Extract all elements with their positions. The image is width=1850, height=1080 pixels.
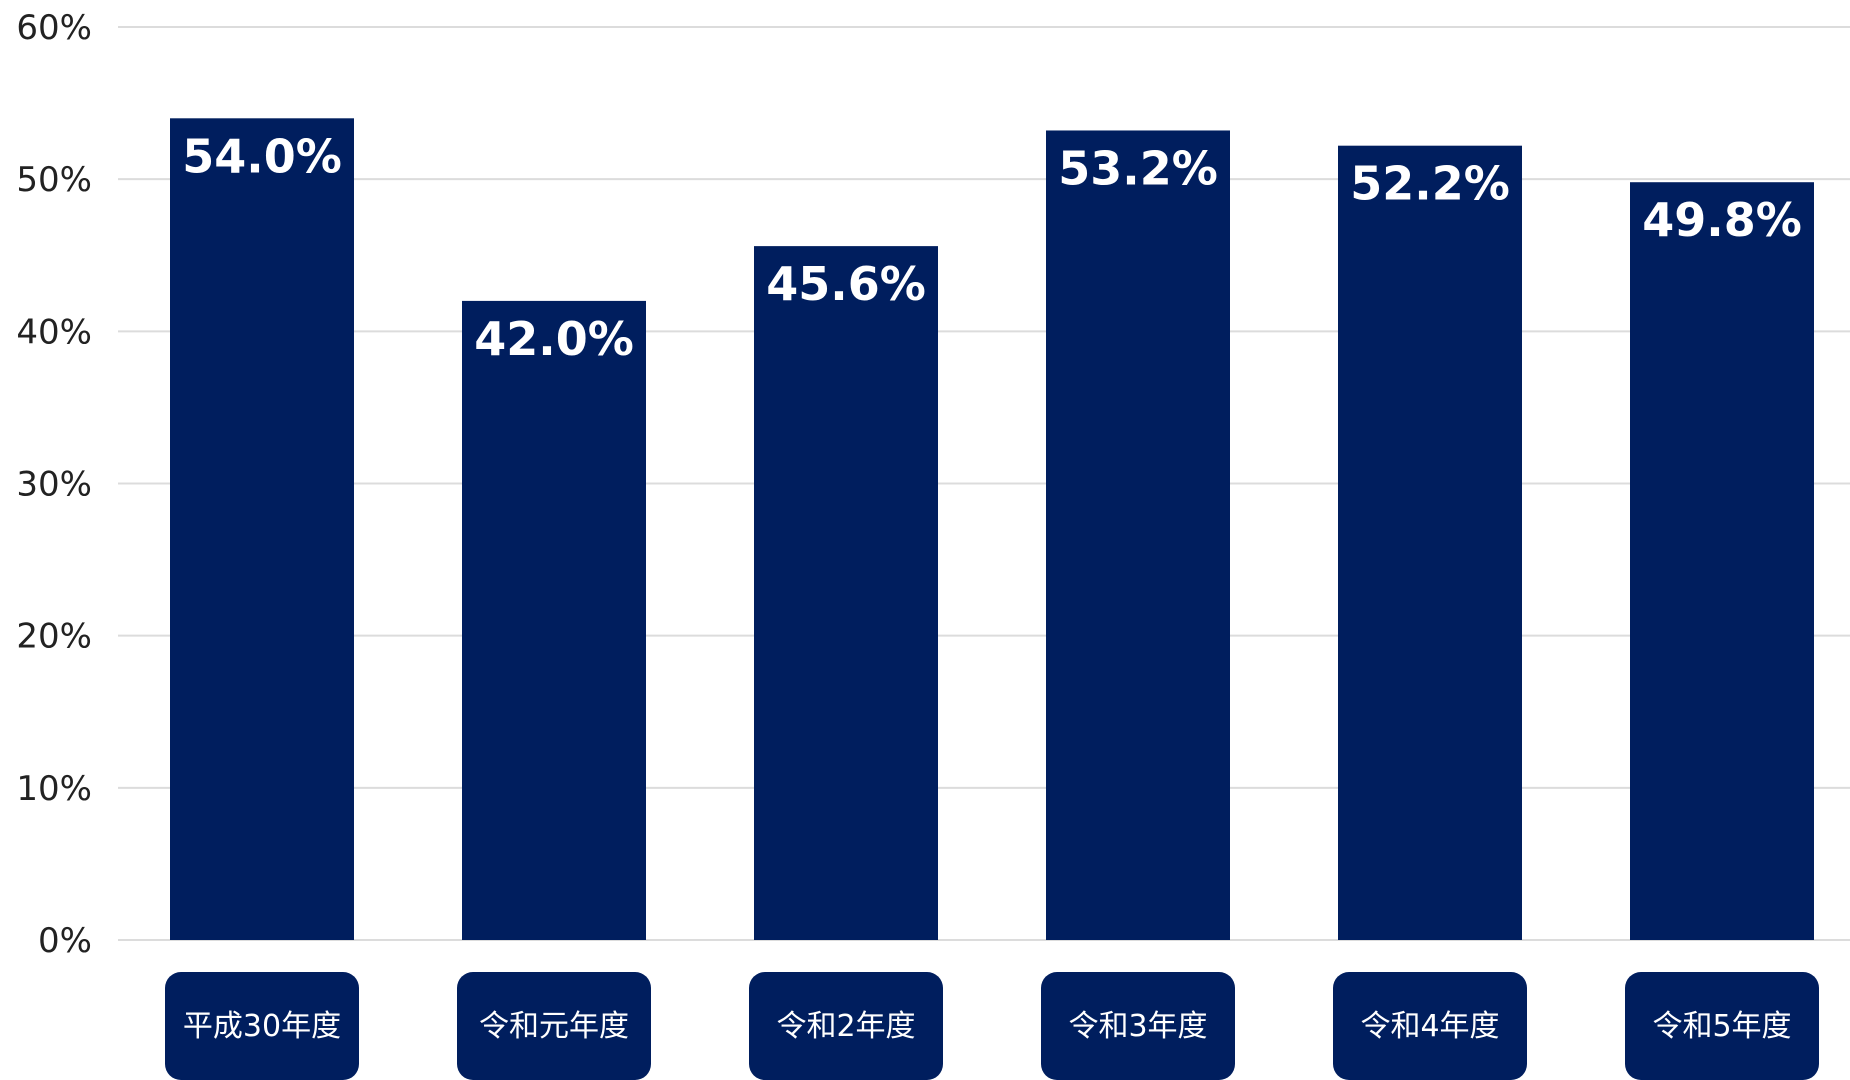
bar-value-label: 42.0%: [474, 312, 634, 366]
bars: [170, 118, 1814, 941]
y-tick-label: 60%: [16, 8, 92, 48]
category-label-box: 平成30年度: [165, 972, 359, 1080]
category-label-background: [457, 972, 651, 1080]
y-tick-label: 50%: [16, 160, 92, 200]
y-tick-label: 20%: [16, 617, 92, 657]
category-label: 令和2年度: [776, 1009, 915, 1044]
bar: [462, 300, 646, 940]
y-tick-label: 30%: [16, 465, 92, 505]
x-axis-category-labels: 平成30年度 令和元年度 令和2年度 令和3年度 令和4年度 令和5年度: [165, 972, 1819, 1080]
category-label-box: 令和5年度: [1625, 972, 1819, 1080]
bar: [754, 246, 938, 940]
category-label-background: [1333, 972, 1527, 1080]
y-axis-tick-labels: 0% 10% 20% 30% 40% 50% 60%: [16, 8, 92, 961]
category-label-background: [749, 972, 943, 1080]
category-label: 平成30年度: [183, 1009, 341, 1044]
bar-value-label: 49.8%: [1642, 193, 1802, 247]
bar: [1338, 145, 1522, 940]
category-label-box: 令和3年度: [1041, 972, 1235, 1080]
gridlines: [118, 26, 1850, 941]
category-label-box: 令和4年度: [1333, 972, 1527, 1080]
bar-value-label: 52.2%: [1350, 157, 1510, 211]
category-label-background: [165, 972, 359, 1080]
category-label-box: 令和元年度: [457, 972, 651, 1080]
y-tick-label: 40%: [16, 312, 92, 352]
category-label-background: [1625, 972, 1819, 1080]
category-label: 令和元年度: [479, 1009, 629, 1044]
category-label: 令和5年度: [1652, 1009, 1791, 1044]
category-label: 令和3年度: [1068, 1009, 1207, 1044]
bar-value-label: 54.0%: [182, 129, 342, 183]
category-label: 令和4年度: [1360, 1009, 1499, 1044]
bar: [1046, 130, 1230, 940]
y-tick-label: 0%: [38, 921, 92, 961]
bar-value-labels: 54.0% 42.0% 45.6% 53.2% 52.2% 49.8%: [182, 129, 1802, 366]
category-label-box: 令和2年度: [749, 972, 943, 1080]
bar-value-label: 53.2%: [1058, 141, 1218, 195]
bar: [1630, 182, 1814, 940]
y-tick-label: 10%: [16, 769, 92, 809]
bar: [170, 118, 354, 941]
bar-value-label: 45.6%: [766, 257, 926, 311]
category-label-background: [1041, 972, 1235, 1080]
